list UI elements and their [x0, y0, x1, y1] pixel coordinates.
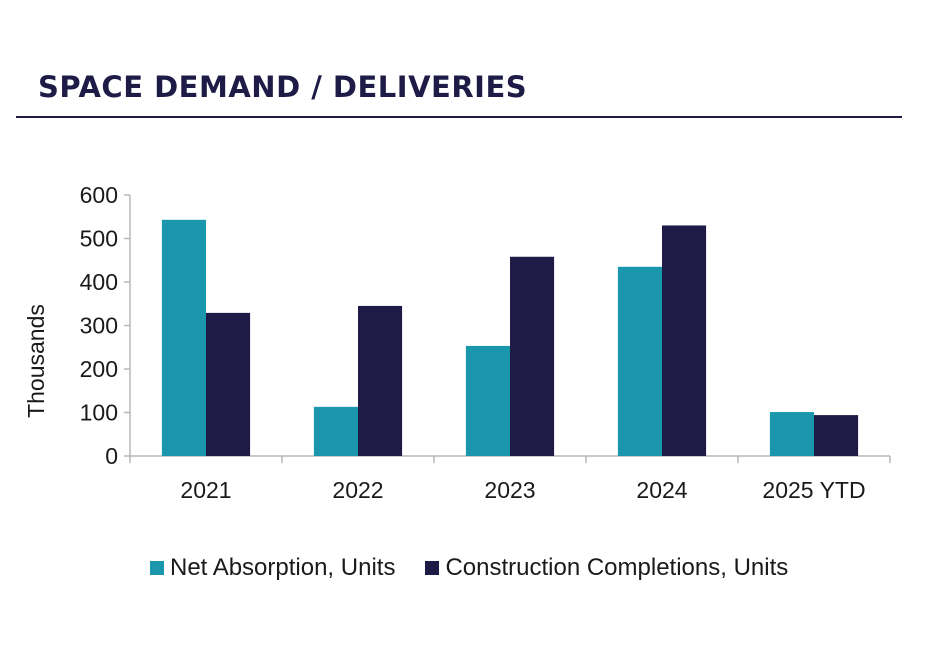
- bar-net-absorption-2022: [313, 406, 358, 456]
- legend: Net Absorption, Units Construction Compl…: [150, 554, 818, 582]
- x-tick-label: 2023: [484, 477, 535, 503]
- chart-title: SPACE DEMAND / DELIVERIES: [38, 70, 528, 104]
- bar-net-absorption-2023: [465, 345, 510, 456]
- y-tick-label: 0: [105, 443, 118, 469]
- title-divider: [16, 116, 902, 118]
- bar-net-absorption-2024: [617, 266, 662, 456]
- y-tick-label: 200: [80, 356, 118, 382]
- bar-construction-completions-2025-ytd: [814, 415, 859, 456]
- bar-net-absorption-2025-ytd: [769, 412, 814, 456]
- bar-construction-completions-2024: [662, 225, 707, 456]
- bar-chart: 0 100 200 300 400 500 600 2021 2022 2023 2024 2025…: [23, 182, 891, 503]
- y-tick-label: 500: [80, 226, 118, 252]
- bar-construction-completions-2021: [206, 312, 251, 456]
- legend-item-construction-completions: Construction Completions, Units: [425, 554, 788, 582]
- legend-item-net-absorption: Net Absorption, Units: [150, 554, 395, 582]
- legend-swatch-construction-completions: [425, 561, 440, 575]
- bar-construction-completions-2023: [510, 256, 555, 456]
- y-tick-label: 400: [80, 269, 118, 295]
- y-axis-title: Thousands: [23, 304, 49, 418]
- legend-swatch-net-absorption: [150, 561, 164, 575]
- bars: [161, 219, 859, 456]
- x-tick-label: 2024: [636, 477, 687, 503]
- y-tick-label: 100: [80, 400, 118, 426]
- y-axis: 0 100 200 300 400 500 600: [80, 182, 131, 469]
- bar-construction-completions-2022: [358, 305, 403, 456]
- bar-net-absorption-2021: [161, 219, 206, 456]
- legend-label-net-absorption: Net Absorption, Units: [170, 554, 396, 581]
- x-tick-label: 2021: [180, 477, 231, 503]
- y-tick-label: 600: [80, 182, 118, 208]
- y-tick-label: 300: [80, 313, 118, 339]
- x-tick-label: 2022: [332, 477, 383, 503]
- legend-label-construction-completions: Construction Completions, Units: [445, 554, 789, 581]
- x-tick-label: 2025 YTD: [762, 477, 865, 503]
- x-axis: 2021 2022 2023 2024 2025 YTD: [129, 455, 891, 503]
